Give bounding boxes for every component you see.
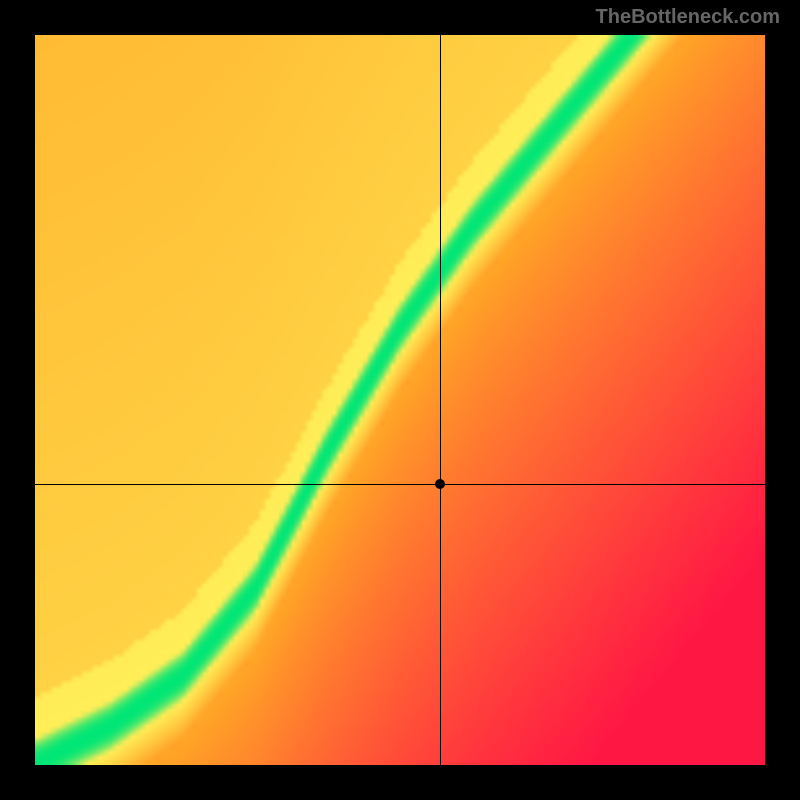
heatmap-canvas xyxy=(35,35,765,765)
plot-area xyxy=(35,35,765,765)
watermark-text: TheBottleneck.com xyxy=(596,6,780,29)
crosshair-vertical xyxy=(440,35,441,765)
crosshair-horizontal xyxy=(35,484,765,485)
